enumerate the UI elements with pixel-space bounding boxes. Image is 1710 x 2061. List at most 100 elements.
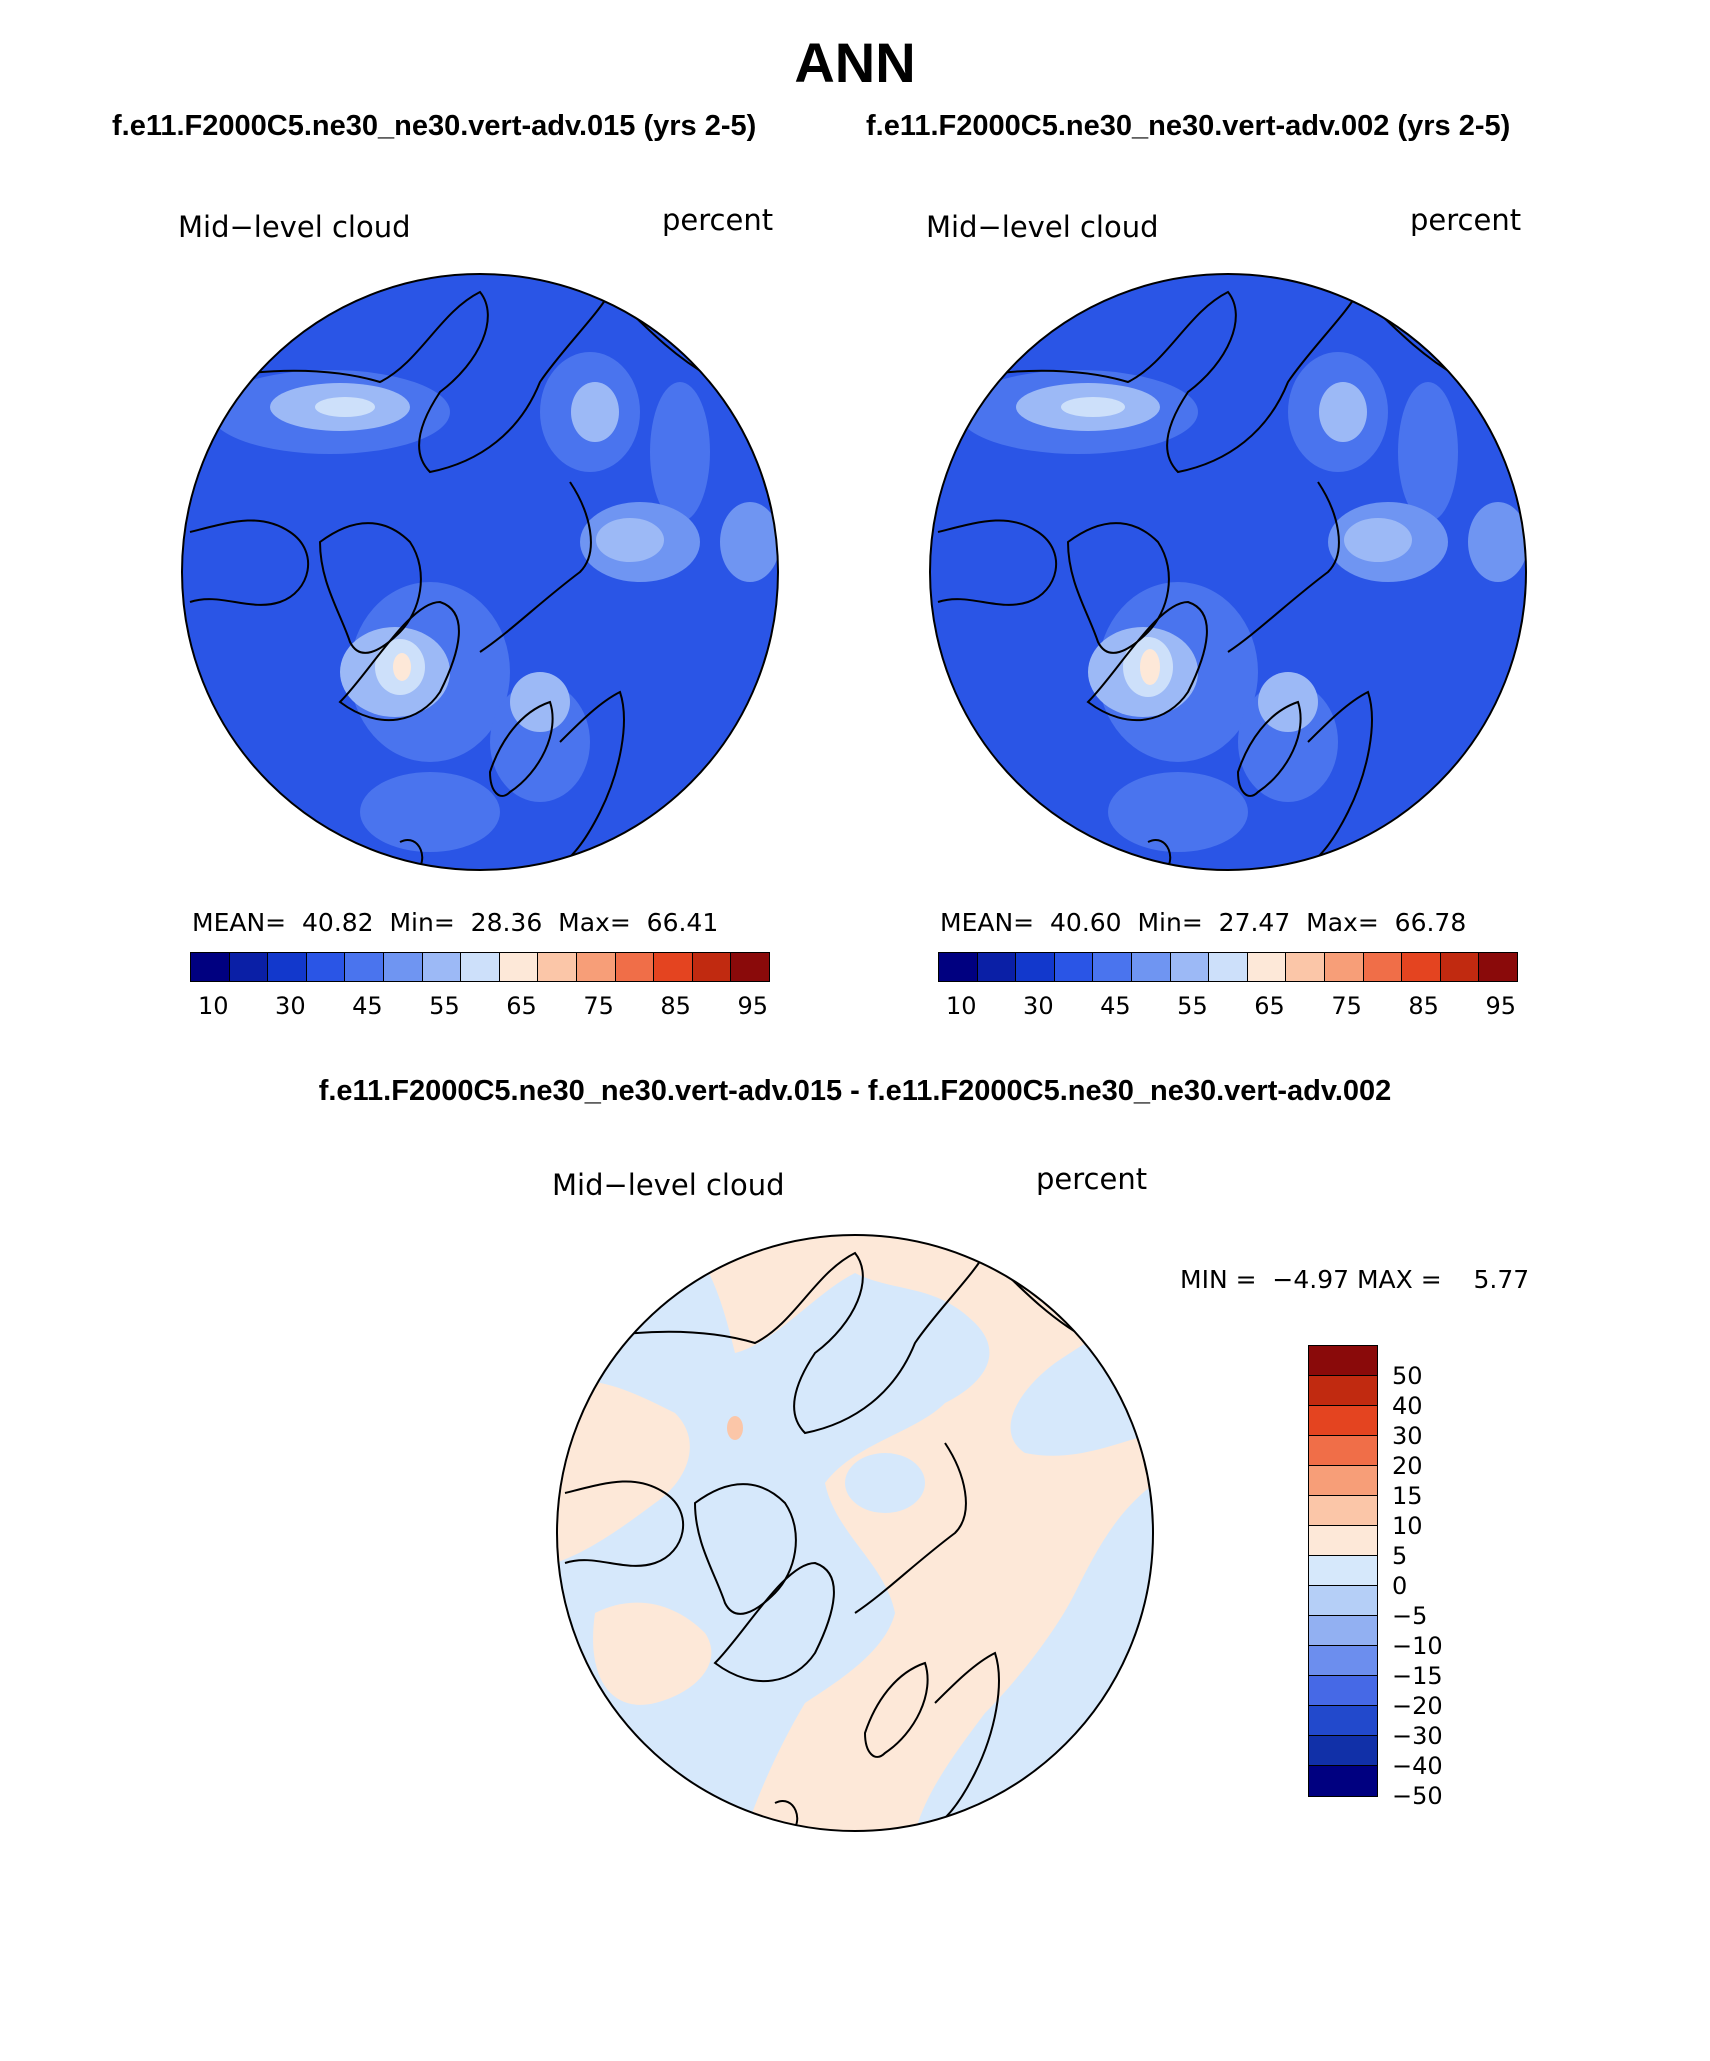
panel-b-coastline — [1086, 600, 1208, 722]
colorbar-tick-label: 10 — [1392, 1512, 1423, 1540]
colorbar-swatch — [229, 953, 269, 981]
colorbar-tick-label: −50 — [1392, 1782, 1443, 1810]
colorbar-swatch — [654, 953, 693, 981]
case-b-title: f.e11.F2000C5.ne30_ne30.vert-adv.002 (yr… — [866, 110, 1511, 142]
panel-diff-coastline — [863, 1661, 929, 1758]
panel-b-map — [929, 273, 1527, 871]
colorbar-tick-label: 45 — [1100, 992, 1131, 1020]
panel-a-cloud-patch — [596, 518, 664, 562]
panel-b-coastline — [937, 519, 1057, 606]
panel-a-variable: Mid−level cloud — [178, 210, 411, 244]
panel-b-colorbar — [938, 952, 1518, 982]
colorbar-tick-label: 0 — [1392, 1572, 1408, 1600]
colorbar-tick-label: 15 — [1392, 1482, 1423, 1510]
panel-diff-map-border — [556, 1234, 1154, 1832]
panel-diff-positive-region — [593, 1602, 712, 1705]
panel-diff-map — [556, 1234, 1154, 1832]
panel-a-cloud-patch — [315, 397, 375, 417]
panel-diff-units: percent — [1036, 1162, 1148, 1196]
panel-a-units: percent — [662, 203, 774, 237]
colorbar-swatch — [1309, 1376, 1377, 1406]
panel-diff-positive-region — [685, 1235, 1153, 1831]
colorbar-swatch — [191, 953, 230, 981]
colorbar-swatch — [1309, 1616, 1377, 1646]
colorbar-tick-label: 95 — [737, 992, 768, 1020]
panel-a-field-base — [182, 274, 778, 870]
colorbar-swatch — [576, 953, 616, 981]
panel-b-coastline — [1066, 522, 1170, 654]
colorbar-tick-label: −30 — [1392, 1722, 1443, 1750]
panel-diff-negative-region — [695, 1548, 775, 1618]
panel-a-cloud-patch — [571, 382, 619, 442]
colorbar-swatch — [1309, 1496, 1377, 1526]
colorbar-tick-label: −40 — [1392, 1752, 1443, 1780]
colorbar-tick-label: 10 — [197, 992, 229, 1020]
colorbar-swatch — [345, 953, 384, 981]
colorbar-swatch — [1309, 1406, 1377, 1436]
colorbar-tick-label: 40 — [1392, 1392, 1423, 1420]
colorbar-swatch — [1209, 953, 1248, 981]
panel-a-coastline — [189, 519, 309, 606]
colorbar-swatch — [615, 953, 655, 981]
colorbar-swatch — [1309, 1766, 1377, 1796]
colorbar-swatch — [1363, 953, 1403, 981]
colorbar-tick-label: 45 — [352, 992, 383, 1020]
panel-b-cloud-patch — [1319, 382, 1367, 442]
colorbar-tick-label: 30 — [1023, 992, 1054, 1020]
colorbar-swatch — [1131, 953, 1171, 981]
panel-diff-coastline — [854, 1442, 967, 1614]
panel-a-coastline — [488, 700, 554, 797]
panel-b-coastline — [1227, 481, 1340, 653]
panel-diff-stats: MIN = −4.97 MAX = 5.77 — [1180, 1265, 1530, 1294]
panel-diff-colorbar — [1308, 1345, 1378, 1797]
colorbar-swatch — [1402, 953, 1441, 981]
colorbar-swatch — [939, 953, 978, 981]
colorbar-swatch — [1309, 1466, 1377, 1496]
panel-b-cloud-patch — [1061, 397, 1125, 417]
panel-b-map-border — [929, 273, 1527, 871]
colorbar-swatch — [1479, 953, 1517, 981]
colorbar-swatch — [1309, 1586, 1377, 1616]
colorbar-swatch — [538, 953, 577, 981]
colorbar-swatch — [1016, 953, 1055, 981]
panel-b-units: percent — [1410, 203, 1522, 237]
panel-a-map-border — [181, 273, 779, 871]
panel-b-cloud-patch — [1398, 382, 1458, 522]
panel-a-cloud-patch — [360, 772, 500, 852]
colorbar-tick-label: −10 — [1392, 1632, 1443, 1660]
season-title: ANN — [794, 31, 916, 94]
colorbar-swatch — [1309, 1676, 1377, 1706]
colorbar-swatch — [268, 953, 307, 981]
colorbar-tick-label: 50 — [1392, 1362, 1423, 1390]
colorbar-swatch — [1309, 1736, 1377, 1766]
colorbar-swatch — [1247, 953, 1287, 981]
colorbar-tick-label: 20 — [1392, 1452, 1423, 1480]
diff-title: f.e11.F2000C5.ne30_ne30.vert-adv.015 - f… — [318, 1075, 1392, 1107]
colorbar-swatch — [1309, 1436, 1377, 1466]
panel-diff-positive-region — [727, 1416, 743, 1440]
panel-diff-negative-region — [845, 1453, 925, 1513]
colorbar-swatch — [1309, 1646, 1377, 1676]
case-a-title: f.e11.F2000C5.ne30_ne30.vert-adv.015 (yr… — [112, 110, 757, 142]
colorbar-tick-label: 95 — [1485, 992, 1516, 1020]
colorbar-swatch — [1324, 953, 1364, 981]
colorbar-swatch — [977, 953, 1017, 981]
colorbar-tick-label: 55 — [429, 992, 460, 1020]
colorbar-swatch — [383, 953, 423, 981]
panel-a-coastline — [338, 600, 460, 722]
colorbar-tick-label: −20 — [1392, 1692, 1443, 1720]
colorbar-tick-label: 85 — [1408, 992, 1439, 1020]
panel-b-stats: MEAN= 40.60 Min= 27.47 Max= 66.78 — [940, 908, 1467, 937]
colorbar-swatch — [1054, 953, 1094, 981]
colorbar-tick-label: 5 — [1392, 1542, 1408, 1570]
colorbar-swatch — [731, 953, 769, 981]
panel-b-field-base — [930, 274, 1526, 870]
panel-a-cloud-patch — [650, 382, 710, 522]
colorbar-swatch — [1309, 1556, 1377, 1586]
panel-diff-variable: Mid−level cloud — [552, 1168, 785, 1202]
panel-diff-coastline — [693, 1483, 797, 1615]
colorbar-tick-label: 30 — [1392, 1422, 1423, 1450]
panel-diff-coastline — [713, 1561, 835, 1683]
panel-a-coastline — [318, 522, 422, 654]
colorbar-tick-label: −5 — [1392, 1602, 1428, 1630]
